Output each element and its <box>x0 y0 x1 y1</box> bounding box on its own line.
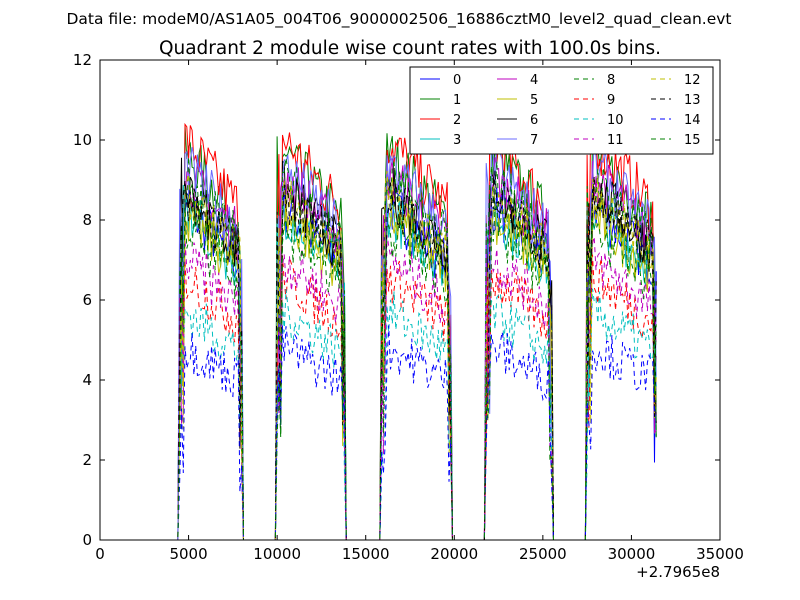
x-tick-label: 5000 <box>169 545 207 563</box>
series-layer <box>100 118 657 541</box>
y-tick-label: 8 <box>82 211 92 229</box>
ticks-layer: 0 5000 10000 15000 20000 25000 30000 35000 0 2 4 6 8… <box>73 51 744 563</box>
legend-label: 9 <box>607 93 615 108</box>
chart-title: Quadrant 2 module wise count rates with … <box>159 38 661 59</box>
legend-label: 10 <box>607 113 624 128</box>
legend-label: 1 <box>453 93 461 108</box>
x-tick-label: 35000 <box>696 545 744 563</box>
legend-label: 5 <box>530 93 538 108</box>
x-offset-label: +2.7965e8 <box>636 563 720 581</box>
y-tick-label: 12 <box>73 51 92 69</box>
x-tick-label: 30000 <box>608 545 656 563</box>
x-tick-label: 25000 <box>519 545 567 563</box>
legend-label: 14 <box>684 113 701 128</box>
series-line-15 <box>100 203 657 541</box>
y-tick-label: 10 <box>73 131 92 149</box>
y-tick-label: 4 <box>82 371 92 389</box>
legend-label: 7 <box>530 133 538 148</box>
legend-label: 4 <box>530 73 538 88</box>
legend-label: 0 <box>453 73 461 88</box>
legend-label: 13 <box>684 93 701 108</box>
x-tick-label: 15000 <box>342 545 390 563</box>
legend-label: 6 <box>530 113 538 128</box>
legend-label: 3 <box>453 133 461 148</box>
x-tick-label: 0 <box>95 545 105 563</box>
legend-label: 8 <box>607 73 615 88</box>
legend-label: 12 <box>684 73 701 88</box>
data-file-line: Data file: modeM0/AS1A05_004T06_90000025… <box>66 10 731 29</box>
y-tick-label: 0 <box>82 531 92 549</box>
legend-label: 2 <box>453 113 461 128</box>
y-tick-label: 6 <box>82 291 92 309</box>
x-tick-label: 20000 <box>430 545 478 563</box>
legend-label: 15 <box>684 133 701 148</box>
plot-frame <box>99 59 721 541</box>
legend-label: 11 <box>607 133 624 148</box>
x-tick-label: 10000 <box>253 545 301 563</box>
y-tick-label: 2 <box>82 451 92 469</box>
